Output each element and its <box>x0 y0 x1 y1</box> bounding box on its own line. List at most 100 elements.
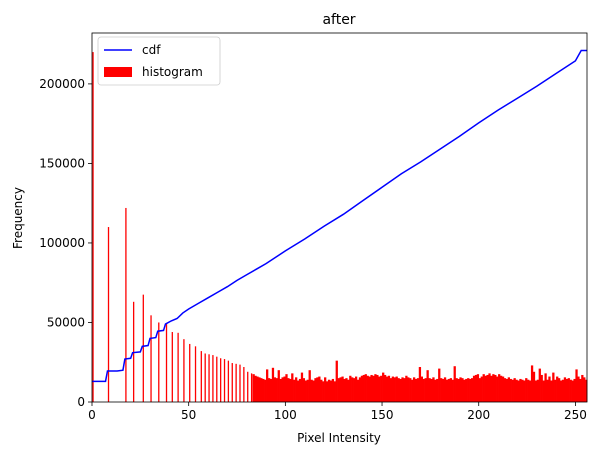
histogram-bar <box>565 378 569 402</box>
histogram-bar <box>279 378 282 402</box>
histogram-bar <box>271 367 275 402</box>
histogram-bar <box>447 378 451 402</box>
histogram-bar <box>461 378 464 402</box>
histogram-bar <box>494 374 497 402</box>
histogram-bar <box>150 315 152 402</box>
histogram-bar <box>322 381 325 402</box>
plot-area: 0 50 100 150 200 250 0 50000 100000 150000 200000 <box>39 32 588 422</box>
histogram-bar <box>548 376 551 402</box>
histogram-bar <box>561 379 565 402</box>
histogram-bar <box>291 373 294 402</box>
histogram-bar <box>285 374 288 402</box>
histogram-bar <box>347 379 350 402</box>
histogram-bar <box>368 376 371 402</box>
histogram-bar <box>273 377 277 402</box>
histogram-bar <box>171 332 173 402</box>
histogram-bar <box>430 378 433 402</box>
histogram-bar <box>231 363 233 402</box>
histogram-bar <box>335 360 338 402</box>
histogram-bar <box>457 378 460 402</box>
histogram-bar <box>472 375 476 402</box>
histogram-bar <box>474 374 478 402</box>
histogram-bar <box>411 379 414 402</box>
histogram-bar <box>312 380 315 402</box>
histogram-bar <box>235 363 237 402</box>
histogram-bar <box>360 375 364 402</box>
histogram-bar <box>523 380 526 402</box>
histogram-bar <box>264 379 267 402</box>
histogram-bar <box>366 375 369 402</box>
histogram-bar <box>395 376 398 402</box>
histogram-bar <box>525 378 528 402</box>
histogram-bar <box>324 377 327 402</box>
histogram-bar <box>521 379 524 402</box>
histogram-bar <box>556 376 559 402</box>
histogram-bar <box>293 379 296 402</box>
histogram-bar <box>436 378 439 402</box>
y-tick-label: 50000 <box>47 315 85 329</box>
histogram-bar <box>530 365 534 402</box>
histogram-bar <box>183 339 185 402</box>
histogram-bar <box>383 374 387 402</box>
histogram-bar <box>405 375 408 402</box>
histogram-bar <box>496 376 499 402</box>
histogram-bar <box>528 380 532 402</box>
histogram-bar <box>247 371 249 402</box>
histogram-bar <box>337 378 340 402</box>
histogram-bar <box>498 374 501 402</box>
histogram-bar <box>544 373 547 402</box>
histogram-bar <box>412 377 416 402</box>
histogram-bar <box>200 351 202 402</box>
histogram-bar <box>385 376 389 402</box>
histogram-bar <box>509 378 512 402</box>
histogram-bar <box>239 364 241 402</box>
histogram-bar <box>353 378 356 402</box>
histogram-bar <box>492 374 495 402</box>
histogram-bar <box>158 322 160 402</box>
histogram-bar <box>220 358 222 402</box>
histogram-bar <box>393 377 396 402</box>
histogram-bar <box>490 375 493 402</box>
histogram-bar <box>333 381 336 402</box>
histogram-bar <box>403 378 406 402</box>
histogram-bar <box>407 377 410 402</box>
chart-title: after <box>322 12 355 28</box>
histogram-bar <box>513 378 516 402</box>
histogram-bar <box>581 374 584 402</box>
histogram-bar <box>362 374 365 402</box>
histogram-bar <box>142 294 144 402</box>
histogram-bar <box>204 353 206 402</box>
histogram-bar <box>507 377 510 402</box>
histogram-bar <box>252 374 255 402</box>
histogram-bar <box>478 378 481 402</box>
histogram-bar <box>177 332 179 402</box>
histogram-bar <box>260 378 263 402</box>
histogram-bar <box>443 377 447 402</box>
histogram-bar <box>469 378 472 402</box>
histogram-bar <box>325 381 329 402</box>
histogram-bar <box>356 379 360 402</box>
histogram-bar <box>308 370 311 402</box>
x-axis-label: Pixel Intensity <box>297 431 381 445</box>
histogram-bar <box>289 378 292 402</box>
histogram-bar <box>194 346 197 402</box>
histogram-bar <box>416 378 420 402</box>
histogram-bar <box>424 378 427 402</box>
histogram-bar <box>501 376 505 402</box>
x-tick-label: 150 <box>371 408 394 422</box>
histogram-bar <box>376 374 379 402</box>
histogram-bar <box>125 207 127 402</box>
histogram-bar <box>414 378 418 402</box>
histogram-bar <box>550 380 553 402</box>
histogram-bar <box>256 376 259 402</box>
histogram-bar <box>227 360 230 402</box>
histogram-bar <box>559 380 563 402</box>
histogram-bar <box>372 375 375 402</box>
histogram-bar <box>320 379 323 402</box>
histogram-bar <box>314 378 317 402</box>
histogram-bar <box>554 379 557 402</box>
histogram-bar <box>341 376 344 402</box>
histogram-bar <box>470 378 474 402</box>
histogram-bar <box>418 367 422 402</box>
histogram-bar <box>351 377 354 402</box>
